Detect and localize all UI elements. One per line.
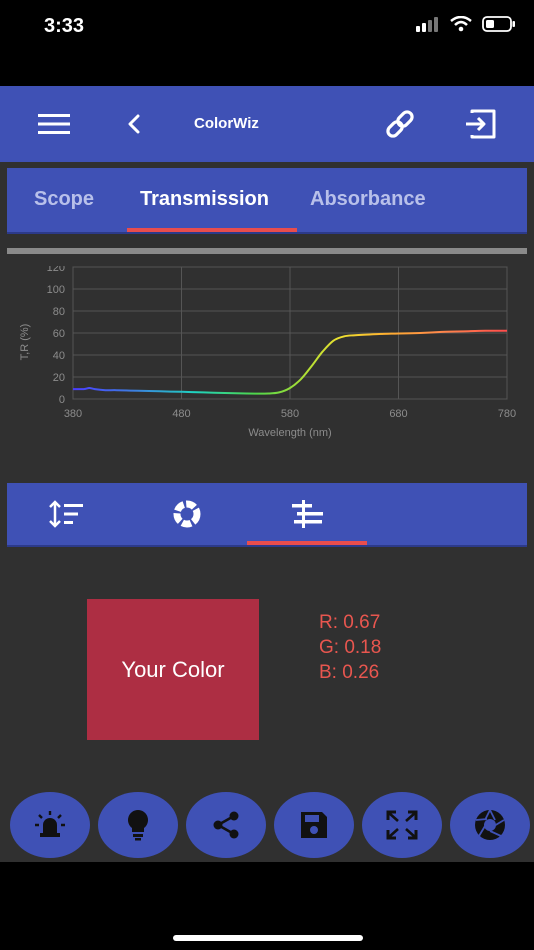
y-tick-label: 40 — [53, 350, 65, 362]
app-screen: ColorWiz Scope Transmission Absorbance — [0, 86, 534, 862]
y-tick-label: 80 — [53, 306, 65, 318]
align-center-icon — [292, 500, 323, 528]
swatch-label: Your Color — [121, 656, 225, 682]
exit-button[interactable] — [460, 104, 500, 144]
y-axis-label: T,R (%) — [19, 324, 31, 361]
transmission-chart: 380 480 580 680 780 0 20 40 60 80 100 120 T,R (%) W… — [19, 266, 517, 439]
top-app-bar: ColorWiz — [0, 86, 534, 162]
color-wheel-icon — [173, 500, 201, 528]
save-icon — [301, 812, 327, 838]
app-title: ColorWiz — [194, 115, 259, 132]
y-tick-label: 0 — [59, 394, 65, 406]
bulb-icon — [128, 810, 148, 841]
x-tick-label: 580 — [281, 408, 299, 420]
color-swatch: Your Color — [87, 599, 259, 740]
wifi-icon — [450, 16, 472, 32]
rgb-values: R: 0.67 G: 0.18 B: 0.26 — [319, 610, 381, 685]
menu-button[interactable] — [34, 104, 74, 144]
link-button[interactable] — [380, 104, 420, 144]
x-tick-label: 380 — [64, 408, 82, 420]
chart-grid — [72, 266, 508, 400]
rgb-r-value: R: 0.67 — [319, 612, 381, 633]
camera-shutter-icon — [475, 809, 505, 840]
subtab-align-center[interactable] — [287, 497, 327, 531]
main-tabs: Scope Transmission Absorbance — [7, 168, 527, 234]
status-bar: 3:33 — [0, 0, 534, 56]
x-tick-label: 680 — [389, 408, 407, 420]
chart-ticks: 380 480 580 680 780 0 20 40 60 80 100 120 — [47, 266, 517, 420]
tab-scope[interactable]: Scope — [34, 188, 95, 210]
sub-tabs — [7, 483, 527, 547]
share-button[interactable] — [186, 792, 266, 858]
menu-icon — [38, 114, 70, 134]
back-button[interactable] — [114, 104, 154, 144]
bulb-button[interactable] — [98, 792, 178, 858]
divider-bar — [7, 248, 527, 254]
fullscreen-icon — [386, 810, 418, 840]
y-tick-label: 100 — [47, 284, 65, 296]
save-button[interactable] — [274, 792, 354, 858]
series-line — [72, 329, 508, 395]
tab-transmission[interactable]: Transmission — [140, 188, 269, 210]
rgb-b-value: B: 0.26 — [319, 662, 380, 683]
exit-icon — [466, 109, 496, 139]
y-tick-label: 120 — [47, 266, 65, 274]
share-icon — [213, 811, 239, 839]
status-icons — [416, 16, 516, 32]
tab-absorbance[interactable]: Absorbance — [310, 188, 426, 210]
home-indicator — [173, 935, 363, 941]
link-icon — [386, 110, 414, 138]
lamp-button[interactable] — [10, 792, 90, 858]
camera-shutter-button[interactable] — [450, 792, 530, 858]
sort-icon — [49, 500, 83, 528]
action-row — [0, 790, 534, 860]
x-tick-label: 480 — [172, 408, 190, 420]
fullscreen-button[interactable] — [362, 792, 442, 858]
lamp-icon — [35, 811, 65, 837]
subtab-indicator — [247, 541, 367, 545]
status-time: 3:33 — [44, 15, 85, 37]
tab-indicator — [127, 228, 297, 232]
signal-icon — [416, 17, 438, 32]
y-tick-label: 60 — [53, 328, 65, 340]
x-axis-label: Wavelength (nm) — [248, 427, 331, 439]
back-icon — [128, 114, 140, 134]
y-tick-label: 20 — [53, 372, 65, 384]
rgb-g-value: G: 0.18 — [319, 637, 382, 658]
subtab-sort[interactable] — [47, 497, 87, 531]
subtab-color-wheel[interactable] — [167, 497, 207, 531]
battery-icon — [482, 16, 515, 32]
x-tick-label: 780 — [498, 408, 516, 420]
